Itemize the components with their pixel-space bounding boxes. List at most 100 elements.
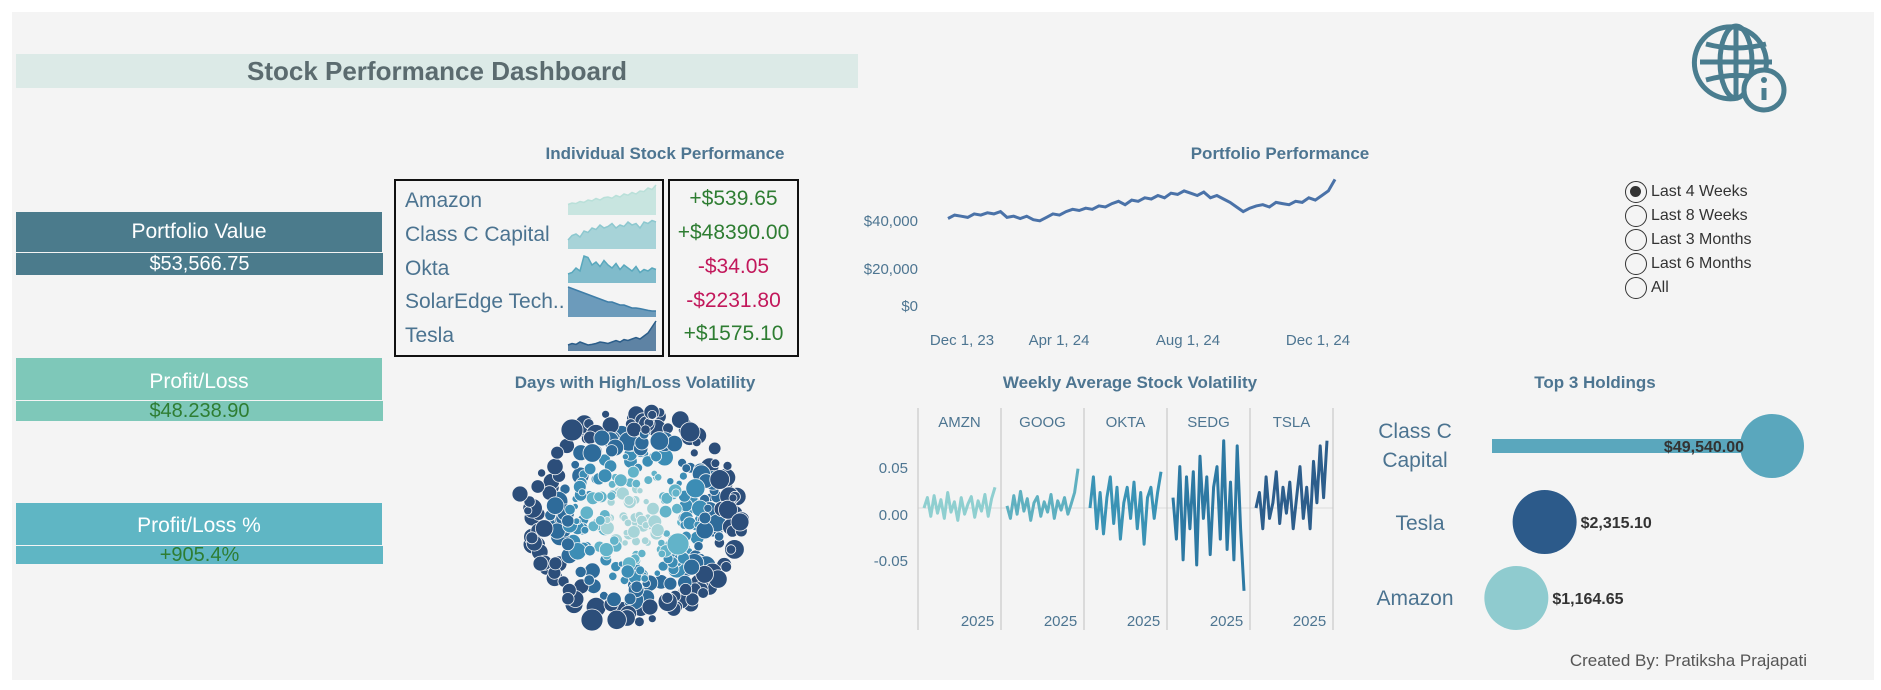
volatility-bubble: [623, 495, 635, 506]
volatility-bubble: [697, 587, 709, 599]
holding-label-tesla: Tesla: [1395, 512, 1445, 535]
volatility-bubble: [627, 525, 641, 539]
portfolio-line: [947, 178, 1337, 223]
radio-button[interactable]: [1625, 277, 1647, 299]
portfolio-performance-chart[interactable]: $40,000 $20,000 $0 Dec 1, 23 Apr 1, 24 A…: [840, 168, 1380, 358]
volatility-bubble: [560, 418, 584, 442]
globe-info-icon[interactable]: [1688, 18, 1792, 122]
filter-label: All: [1651, 279, 1669, 296]
sparkline-line: [567, 255, 657, 275]
holding-label-line: Class C: [1378, 420, 1452, 443]
profit-loss-pct-value: +905.4%: [16, 545, 383, 565]
volatility-bubble: [714, 531, 725, 542]
profit-loss-label: Profit/Loss: [16, 358, 382, 400]
stock-name-okta[interactable]: Okta: [405, 257, 450, 280]
x-tick: Dec 1, 23: [930, 332, 994, 349]
volatility-bubble: [683, 558, 701, 576]
radio-button[interactable]: [1625, 205, 1647, 227]
panel-header: SEDG: [1187, 414, 1230, 431]
volatility-bubble: [678, 471, 688, 481]
weekly-volatility-title: Weekly Average Stock Volatility: [1002, 373, 1258, 392]
volatility-bubble: [561, 592, 575, 606]
volatility-bubble: [564, 503, 576, 516]
author-credit: Created By: Pratiksha Prajapati: [1569, 651, 1807, 670]
stock-name-class-c[interactable]: Class C Capital: [405, 223, 550, 246]
top-holdings-chart[interactable]: $49,540.00 $2,315.10 $1,164.65: [1470, 400, 1820, 640]
volatility-bubble: [671, 502, 683, 515]
holding-bar: [1492, 439, 1762, 453]
portfolio-value-label: Portfolio Value: [16, 212, 382, 252]
volatility-line-okta: [1088, 471, 1163, 546]
sparkline-fill: [568, 321, 656, 351]
sparkline-line: [567, 184, 657, 206]
volatility-bubble: [685, 592, 700, 607]
panel-header: TSLA: [1273, 414, 1311, 431]
y-tick: $20,000: [864, 261, 918, 278]
holding-bubble[interactable]: [1512, 490, 1577, 554]
profit-loss-pct-label: Profit/Loss %: [16, 503, 382, 545]
volatility-bubble: [725, 544, 737, 555]
holding-label-amazon: Amazon: [1376, 587, 1454, 610]
holding-label-line: Capital: [1382, 449, 1448, 472]
volatility-bubble: [630, 580, 643, 594]
stock-name-amazon[interactable]: Amazon: [405, 189, 483, 212]
panel-x-label: 2025: [961, 613, 994, 630]
filter-label: Last 8 Weeks: [1651, 207, 1748, 224]
volatility-bubble: [631, 478, 642, 489]
volatility-bubble: [722, 461, 733, 471]
volatility-bubble: [693, 541, 704, 552]
x-tick: Apr 1, 24: [1029, 332, 1090, 349]
stock-name-tesla[interactable]: Tesla: [405, 324, 455, 347]
volatility-bubble: [532, 555, 549, 572]
volatility-bubble: [593, 491, 605, 503]
volatility-days-title: Days with High/Loss Volatility: [514, 373, 756, 392]
volatility-bubble: [635, 565, 646, 576]
holding-bubble[interactable]: [1740, 414, 1804, 478]
volatility-bubble: [637, 548, 647, 558]
volatility-bubble: [583, 462, 597, 476]
volatility-line-sedg: [1171, 439, 1246, 591]
dashboard-canvas: [12, 12, 1874, 680]
volatility-bubble: [627, 465, 640, 479]
stock-change-list: +$539.65 +$48390.00 -$34.05 -$2231.80 +$…: [668, 179, 799, 357]
volatility-bubble-chart[interactable]: [500, 402, 760, 642]
top-holdings-title: Top 3 Holdings: [1534, 373, 1656, 392]
volatility-bubble: [546, 496, 565, 515]
sparkline-line: [567, 320, 657, 346]
radio-button[interactable]: [1625, 181, 1647, 203]
filter-option-8-weeks[interactable]: Last 8 Weeks: [1625, 205, 1748, 227]
volatility-bubble: [643, 475, 654, 485]
volatility-bubble: [595, 515, 606, 526]
stock-change-class-c: +$48390.00: [677, 221, 790, 244]
filter-option-4-weeks[interactable]: Last 4 Weeks: [1625, 181, 1748, 203]
filter-option-6-months[interactable]: Last 6 Months: [1625, 253, 1752, 275]
filter-label: Last 3 Months: [1651, 231, 1752, 248]
volatility-bubble: [609, 535, 620, 546]
filter-option-3-months[interactable]: Last 3 Months: [1625, 229, 1752, 251]
volatility-bubble: [606, 491, 617, 501]
volatility-bubble: [661, 591, 674, 604]
volatility-bubble: [584, 544, 596, 557]
volatility-bubble: [679, 582, 693, 596]
volatility-bubble: [578, 488, 587, 497]
radio-button[interactable]: [1625, 253, 1647, 275]
radio-button[interactable]: [1625, 229, 1647, 251]
volatility-bubble: [537, 468, 547, 478]
filter-option-all[interactable]: All: [1625, 277, 1669, 299]
panel-x-label: 2025: [1293, 613, 1326, 630]
stock-name-solaredge[interactable]: SolarEdge Tech..: [405, 290, 565, 313]
volatility-line-amzn: [922, 486, 997, 522]
weekly-volatility-chart[interactable]: 0.05 0.00 -0.05 AMZN 2025 GOOG 2025 OKTA 2025…: [860, 400, 1340, 640]
holding-label-class-c: Class C Capital: [1360, 417, 1470, 475]
volatility-bubble: [580, 608, 604, 632]
volatility-line-goog: [1005, 468, 1080, 522]
volatility-bubble: [653, 569, 661, 577]
volatility-bubble: [657, 549, 667, 558]
volatility-bubble: [698, 511, 712, 525]
volatility-bubble: [666, 477, 675, 486]
volatility-bubble: [640, 574, 649, 583]
volatility-bubble: [574, 565, 587, 578]
panel-x-label: 2025: [1210, 613, 1243, 630]
volatility-bubble: [649, 431, 670, 451]
holding-bubble[interactable]: [1484, 566, 1549, 630]
